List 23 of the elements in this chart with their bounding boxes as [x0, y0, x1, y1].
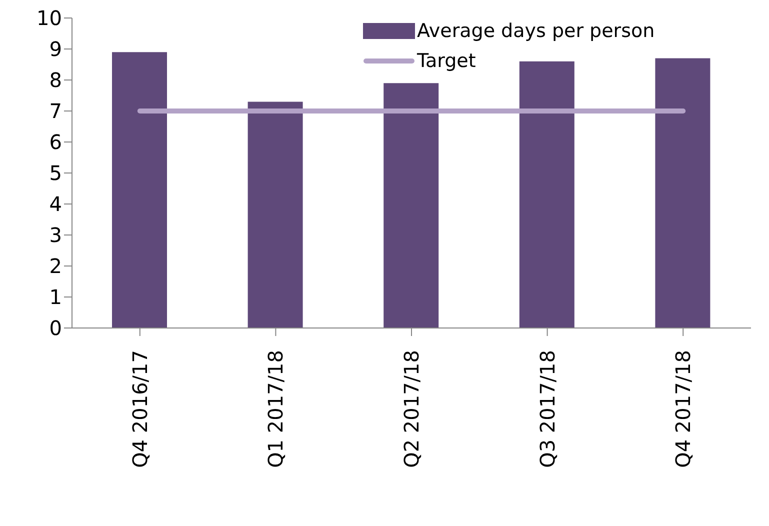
bar [519, 61, 574, 328]
y-tick-label: 8 [49, 68, 62, 92]
bar [248, 102, 303, 328]
x-tick-label: Q1 2017/18 [264, 350, 288, 468]
y-tick-label: 0 [49, 316, 62, 340]
y-tick-label: 3 [49, 223, 62, 248]
bar [655, 58, 710, 328]
y-tick-label: 4 [49, 192, 62, 216]
x-tick-label: Q4 2017/18 [671, 350, 696, 468]
y-tick-label: 10 [36, 6, 62, 30]
y-tick-label: 7 [49, 99, 62, 124]
y-tick-label: 6 [49, 130, 62, 154]
y-tick-label: 1 [49, 285, 62, 310]
y-tick-label: 9 [49, 37, 62, 62]
y-tick-label: 2 [49, 254, 62, 278]
x-tick-label: Q2 2017/18 [400, 350, 424, 468]
x-tick-label: Q4 2016/17 [128, 350, 152, 468]
x-tick-label: Q3 2017/18 [535, 350, 560, 468]
legend-label: Average days per person [417, 20, 655, 42]
bar [112, 52, 167, 328]
legend-label: Target [417, 50, 476, 72]
bar [384, 83, 439, 328]
y-tick-label: 5 [49, 161, 62, 186]
